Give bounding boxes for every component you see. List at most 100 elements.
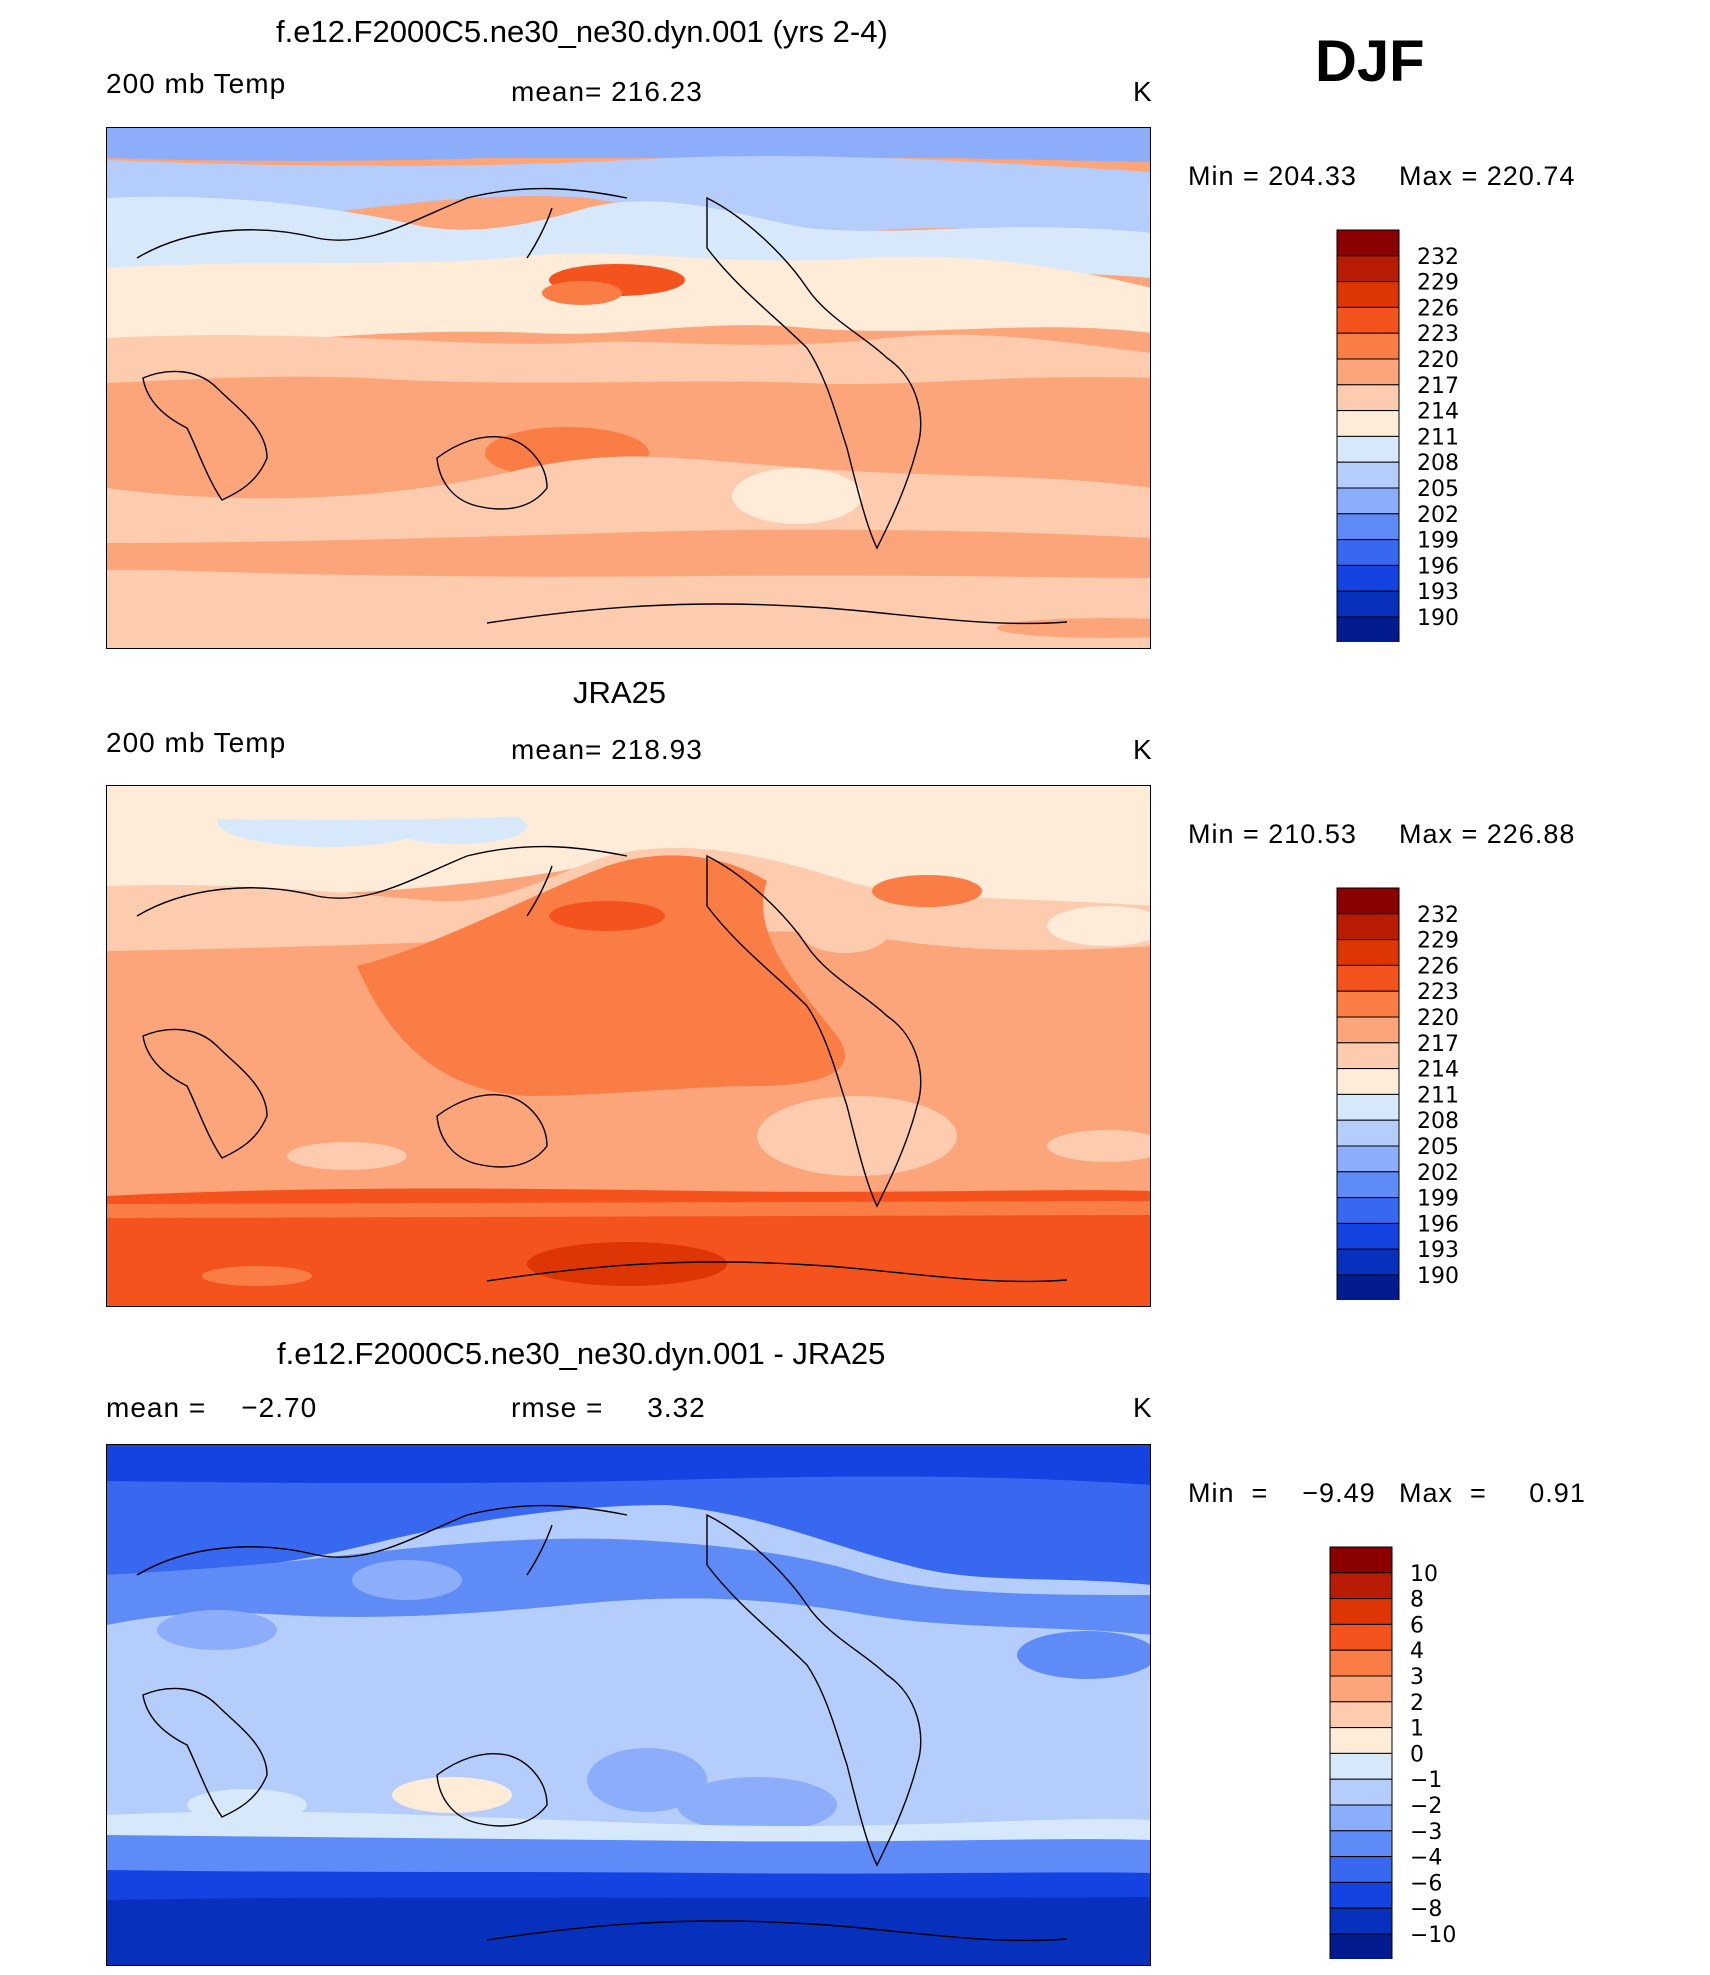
colorbar-tick-label: 3: [1410, 1665, 1424, 1690]
colorbar-tick-label: 2: [1410, 1691, 1424, 1716]
colorbar-swatch: [1336, 281, 1400, 308]
colorbar-swatch: [1336, 1248, 1400, 1276]
colorbar-tick-label: 214: [1417, 1058, 1459, 1083]
panel1-title: f.e12.F2000C5.ne30_ne30.dyn.001 (yrs 2-4…: [276, 14, 888, 49]
colorbar-swatch: [1329, 1546, 1393, 1574]
colorbar-swatch: [1329, 1701, 1393, 1729]
panel1-mean-label: mean= 216.23: [511, 76, 703, 107]
colorbar-tick-label: 196: [1417, 554, 1459, 579]
panel2-colorbar: 232 229 226 223 220 217 214 211 208 205 202 199 196 1…: [1335, 886, 1515, 1305]
colorbar-swatch: [1329, 1830, 1393, 1858]
colorbar-swatch: [1336, 1171, 1400, 1199]
panel3-max-label: Max = 0.91: [1399, 1478, 1586, 1508]
colorbar-tick-label: 214: [1417, 400, 1459, 425]
panel1-colorbar: 232 229 226 223 220 217 214 211 208 205 202 199 196 1…: [1335, 228, 1515, 647]
colorbar-swatch: [1336, 1197, 1400, 1224]
panel1-max-label: Max = 220.74: [1399, 161, 1576, 191]
colorbar-swatch: [1336, 255, 1400, 283]
colorbar-tick-label: 202: [1417, 503, 1459, 528]
colorbar-tick-label: 208: [1417, 1109, 1459, 1134]
colorbar-swatch: [1336, 513, 1400, 541]
colorbar-swatch: [1329, 1933, 1393, 1961]
colorbar-swatch: [1336, 332, 1400, 360]
colorbar-tick-label: −2: [1410, 1794, 1442, 1819]
colorbar-tick-label: 0: [1410, 1742, 1424, 1767]
colorbar-tick-label: 229: [1417, 929, 1459, 954]
colorbar-swatch: [1336, 384, 1400, 412]
panel1-variable-label: 200 mb Temp: [106, 68, 287, 99]
colorbar-tick-label: −1: [1410, 1768, 1442, 1793]
panel2-max-label: Max = 226.88: [1399, 819, 1576, 849]
colorbar-swatch: [1336, 1145, 1400, 1173]
colorbar-tick-label: 217: [1417, 1032, 1459, 1057]
colorbar-tick-label: 205: [1417, 477, 1459, 502]
colorbar-swatch: [1329, 1598, 1393, 1625]
colorbar-swatch: [1329, 1623, 1393, 1651]
panel1-min-label: Min = 204.33: [1188, 161, 1357, 191]
panel1-units-label: K: [1133, 76, 1153, 107]
colorbar-tick-label: 232: [1417, 245, 1459, 270]
panel2-min-label: Min = 210.53: [1188, 819, 1357, 849]
colorbar-swatch: [1329, 1907, 1393, 1935]
panel3-rmse-label: rmse = 3.32: [511, 1392, 706, 1423]
colorbar-tick-label: 229: [1417, 271, 1459, 296]
colorbar-swatch: [1336, 1274, 1400, 1302]
panel3-mean-label: mean = −2.70: [106, 1392, 318, 1423]
colorbar-swatch: [1336, 1068, 1400, 1095]
panel3-map: [106, 1444, 1151, 1966]
colorbar-swatch: [1329, 1856, 1393, 1883]
colorbar-swatch: [1336, 887, 1400, 915]
colorbar-swatch: [1336, 616, 1400, 644]
colorbar-swatch: [1336, 564, 1400, 592]
colorbar-tick-label: 220: [1417, 1006, 1459, 1031]
colorbar-tick-label: 193: [1417, 1238, 1459, 1263]
colorbar-tick-label: 223: [1417, 322, 1459, 347]
colorbar-swatch: [1329, 1804, 1393, 1832]
colorbar-swatch: [1329, 1675, 1393, 1703]
colorbar-swatch: [1336, 1042, 1400, 1070]
colorbar-tick-label: 205: [1417, 1135, 1459, 1160]
colorbar-tick-label: 190: [1417, 606, 1459, 631]
colorbar-swatch: [1329, 1727, 1393, 1754]
colorbar-swatch: [1336, 487, 1400, 515]
panel2-map: [106, 785, 1151, 1307]
colorbar-tick-label: 8: [1410, 1588, 1424, 1613]
colorbar-tick-label: −8: [1410, 1897, 1442, 1922]
colorbar-swatch: [1336, 1119, 1400, 1147]
colorbar-swatch: [1336, 358, 1400, 386]
colorbar-tick-label: 190: [1417, 1264, 1459, 1289]
colorbar-tick-label: 199: [1417, 529, 1459, 554]
panel3-min-label: Min = −9.49: [1188, 1478, 1376, 1508]
colorbar-swatch: [1336, 435, 1400, 463]
colorbar-swatch: [1329, 1881, 1393, 1909]
colorbar-tick-label: 223: [1417, 980, 1459, 1005]
colorbar-tick-label: 220: [1417, 348, 1459, 373]
colorbar-swatch: [1336, 939, 1400, 966]
panel2-mean-label: mean= 218.93: [511, 734, 703, 765]
colorbar-tick-label: −3: [1410, 1820, 1442, 1845]
colorbar-tick-label: 217: [1417, 374, 1459, 399]
colorbar-tick-label: 226: [1417, 296, 1459, 321]
colorbar-swatch: [1329, 1778, 1393, 1806]
panel2-units-label: K: [1133, 734, 1153, 765]
colorbar-swatch: [1336, 229, 1400, 257]
colorbar-swatch: [1336, 964, 1400, 992]
colorbar-swatch: [1336, 539, 1400, 566]
colorbar-tick-label: 211: [1417, 425, 1459, 450]
colorbar-tick-label: 208: [1417, 451, 1459, 476]
colorbar-tick-label: 193: [1417, 580, 1459, 605]
colorbar-swatch: [1329, 1752, 1393, 1780]
colorbar-tick-label: 202: [1417, 1161, 1459, 1186]
colorbar-tick-label: 6: [1410, 1613, 1424, 1638]
panel3-colorbar: 10 8 6 4 3 2 1 0 −1 −2 −3 −4 −6 −8 −10: [1328, 1545, 1508, 1964]
colorbar-tick-label: 1: [1410, 1717, 1424, 1742]
colorbar-tick-label: −4: [1410, 1846, 1442, 1871]
colorbar-tick-label: 199: [1417, 1187, 1459, 1212]
colorbar-swatch: [1329, 1572, 1393, 1600]
colorbar-swatch: [1336, 1093, 1400, 1121]
colorbar-tick-label: 196: [1417, 1212, 1459, 1237]
colorbar-swatch: [1336, 461, 1400, 489]
panel2-variable-label: 200 mb Temp: [106, 727, 287, 758]
colorbar-swatch: [1336, 306, 1400, 334]
panel2-title: JRA25: [573, 675, 667, 710]
